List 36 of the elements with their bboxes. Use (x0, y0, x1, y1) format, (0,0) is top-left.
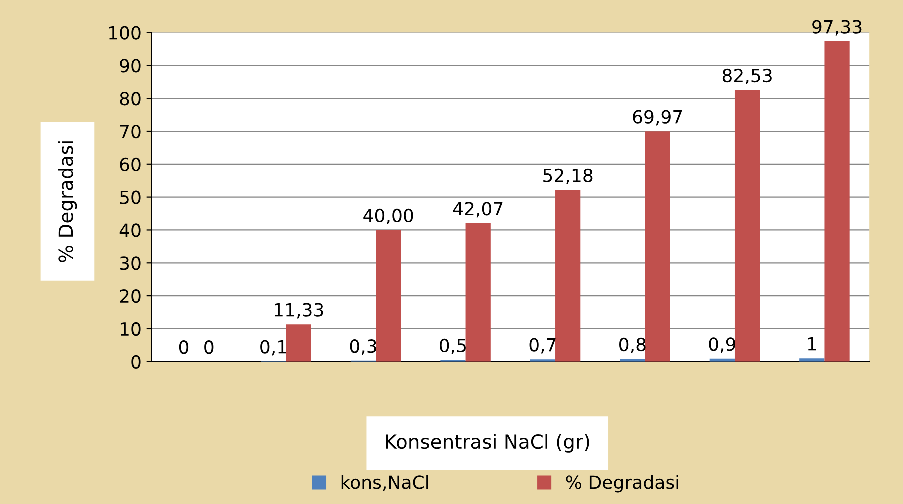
y-tick-label: 90 (120, 59, 141, 73)
bar (376, 230, 402, 362)
y-tick-label: 50 (120, 190, 141, 204)
data-label: 0,1 (260, 340, 286, 356)
y-tick-label: 70 (120, 124, 141, 139)
data-label: 11,33 (275, 303, 324, 319)
data-label: 0 (179, 340, 189, 354)
y-tick-label: 20 (120, 290, 141, 304)
data-label: 40,00 (364, 208, 414, 224)
data-label: 1 (808, 337, 816, 351)
y-tick-label: 40 (120, 224, 141, 238)
data-label: 52,18 (544, 168, 593, 184)
bar (466, 223, 491, 362)
data-label: 82,53 (722, 68, 772, 84)
y-axis-title: % Degradasi (58, 142, 78, 262)
y-tick-label: 80 (120, 92, 141, 106)
bar (645, 132, 670, 362)
y-tick-label: 10 (120, 322, 141, 336)
legend-label: kons,NaCl (342, 475, 428, 492)
y-tick-label: 60 (120, 158, 141, 172)
data-label: 69,97 (633, 110, 682, 126)
bar (620, 359, 646, 362)
data-label: 0,5 (440, 338, 466, 354)
y-tick-label: 100 (110, 26, 141, 40)
y-tick-label: 0 (132, 355, 141, 369)
bar (556, 190, 581, 362)
bar (286, 324, 312, 362)
y-tick-label: 30 (120, 256, 141, 270)
legend-label: % Degradasi (566, 475, 678, 493)
data-label: 42,07 (453, 202, 503, 218)
bar (734, 90, 760, 362)
bar (800, 358, 825, 362)
data-label: 0 (204, 340, 214, 354)
bar (824, 42, 850, 362)
data-label: 97,33 (812, 20, 862, 36)
x-axis-title: Konsentrasi NaCl (gr) (386, 434, 590, 453)
